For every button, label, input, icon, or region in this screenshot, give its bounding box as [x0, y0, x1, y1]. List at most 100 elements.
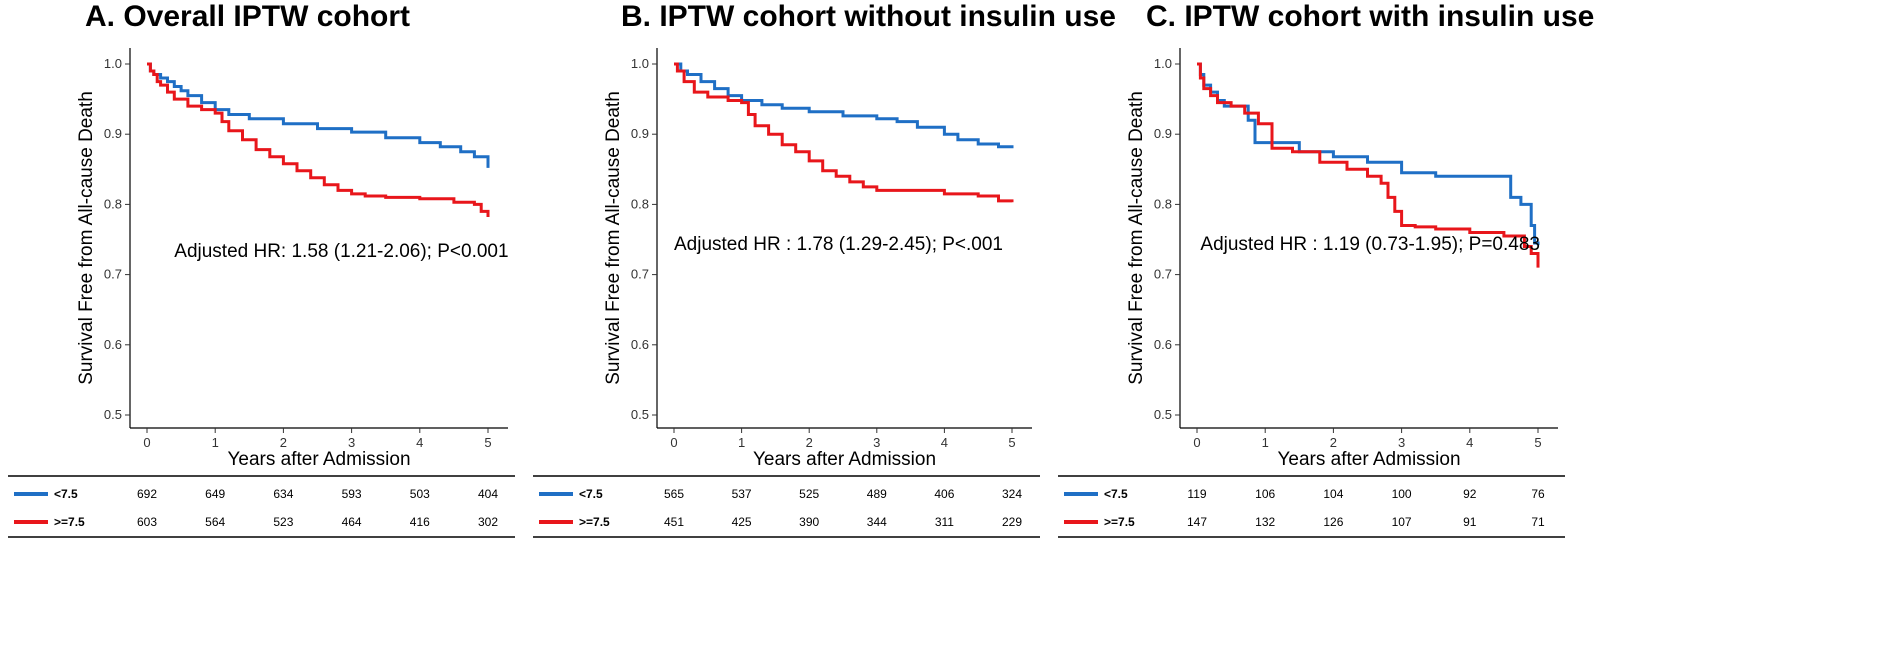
risk-count: 489: [867, 487, 887, 501]
risk-count: 525: [799, 487, 819, 501]
risk-count: 344: [867, 515, 887, 529]
risk-count: 404: [478, 487, 498, 501]
risk-count: 324: [1002, 487, 1022, 501]
y-tick-label: 0.8: [631, 196, 649, 211]
y-tick-label: 1.0: [1154, 56, 1172, 71]
x-tick-label: 3: [348, 435, 355, 450]
risk-count: 425: [732, 515, 752, 529]
x-axis-title: Years after Admission: [753, 449, 936, 470]
y-tick-label: 0.9: [104, 126, 122, 141]
y-tick-label: 0.8: [104, 196, 122, 211]
risk-count: 634: [273, 487, 293, 501]
x-tick-label: 1: [1262, 435, 1269, 450]
risk-count: 119: [1187, 487, 1206, 501]
series-line-lt-7-5: [674, 62, 1014, 149]
y-tick-label: 0.6: [1154, 337, 1172, 352]
x-tick-label: 5: [484, 435, 491, 450]
x-tick-label: 0: [1193, 435, 1200, 450]
risk-count: 126: [1323, 515, 1343, 529]
risk-count: 302: [478, 515, 498, 529]
risk-row-label: >=7.5: [54, 515, 85, 529]
y-tick-label: 0.5: [1154, 407, 1172, 422]
risk-count: 565: [664, 487, 684, 501]
risk-count: 503: [410, 487, 430, 501]
x-tick-label: 5: [1008, 435, 1015, 450]
x-tick-label: 3: [873, 435, 880, 450]
risk-count: 451: [664, 515, 684, 529]
risk-count: 564: [205, 515, 225, 529]
risk-count: 132: [1255, 515, 1275, 529]
x-tick-label: 2: [280, 435, 287, 450]
risk-row-label: >=7.5: [579, 515, 610, 529]
x-axis-title: Years after Admission: [1277, 449, 1460, 470]
y-tick-label: 1.0: [104, 56, 122, 71]
y-tick-label: 1.0: [631, 56, 649, 71]
x-tick-label: 0: [143, 435, 150, 450]
hr-annotation: Adjusted HR: 1.58 (1.21-2.06); P<0.001: [174, 241, 508, 262]
x-tick-label: 4: [941, 435, 948, 450]
risk-count: 464: [342, 515, 362, 529]
risk-count: 537: [732, 487, 752, 501]
y-tick-label: 0.7: [104, 267, 122, 282]
risk-row-label: <7.5: [54, 487, 78, 501]
risk-count: 107: [1392, 515, 1412, 529]
x-tick-label: 1: [738, 435, 745, 450]
risk-row-label: <7.5: [1104, 487, 1128, 501]
series-line-lt-7-5: [1197, 62, 1540, 246]
y-tick-label: 0.7: [631, 267, 649, 282]
risk-row-label: >=7.5: [1104, 515, 1135, 529]
x-axis-title: Years after Admission: [227, 449, 410, 470]
risk-count: 71: [1531, 515, 1545, 529]
x-tick-label: 1: [212, 435, 219, 450]
x-tick-label: 3: [1398, 435, 1405, 450]
series-line-ge-7-5: [147, 62, 490, 217]
x-tick-label: 4: [1466, 435, 1473, 450]
panel-title: C. IPTW cohort with insulin use: [1146, 0, 1595, 33]
y-tick-label: 0.9: [1154, 126, 1172, 141]
series-line-lt-7-5: [147, 62, 490, 168]
km-plot-panel-a: 0.5 0.6 0.7 0.8 0.9 1.0 0 1 2 3 4 5 Years after Admi…: [8, 48, 515, 538]
x-tick-label: 4: [416, 435, 423, 450]
panel-b: B. IPTW cohort without insulin use 0.5 0.…: [525, 0, 1116, 653]
risk-count: 390: [799, 515, 819, 529]
km-plot-panel-b: 0.5 0.6 0.7 0.8 0.9 1.0 0 1 2 3 4 5 Years after Admi…: [533, 48, 1040, 538]
y-tick-label: 0.6: [631, 337, 649, 352]
risk-count: 106: [1255, 487, 1275, 501]
risk-count: 311: [935, 515, 954, 529]
risk-count: 406: [934, 487, 954, 501]
panel-title: A. Overall IPTW cohort: [85, 0, 411, 33]
hr-annotation: Adjusted HR : 1.19 (0.73-1.95); P=0.483: [1200, 234, 1540, 255]
risk-count: 91: [1463, 515, 1477, 529]
risk-count: 692: [137, 487, 157, 501]
risk-count: 416: [410, 515, 430, 529]
panel-c: C. IPTW cohort with insulin use 0.5 0.6 0.…: [1050, 0, 1594, 653]
series-line-ge-7-5: [674, 62, 1014, 203]
x-tick-label: 2: [1330, 435, 1337, 450]
panel-title: B. IPTW cohort without insulin use: [621, 0, 1116, 33]
y-tick-label: 0.6: [104, 337, 122, 352]
risk-count: 104: [1323, 487, 1343, 501]
panel-a: A. Overall IPTW cohort 0.5 0.6 0.7 0.8 0.9 1.…: [0, 0, 520, 653]
risk-count: 92: [1463, 487, 1477, 501]
risk-count: 76: [1531, 487, 1545, 501]
risk-row-label: <7.5: [579, 487, 603, 501]
x-tick-label: 5: [1534, 435, 1541, 450]
y-tick-label: 0.5: [104, 407, 122, 422]
km-plot-panel-c: 0.5 0.6 0.7 0.8 0.9 1.0 0 1 2 3 4 5 Years after Admi…: [1058, 48, 1565, 538]
hr-annotation: Adjusted HR : 1.78 (1.29-2.45); P<.001: [674, 234, 1003, 255]
y-tick-label: 0.9: [631, 126, 649, 141]
risk-count: 523: [273, 515, 293, 529]
risk-count: 603: [137, 515, 157, 529]
risk-count: 147: [1187, 515, 1207, 529]
risk-count: 100: [1392, 487, 1412, 501]
risk-count: 229: [1002, 515, 1022, 529]
y-tick-label: 0.7: [1154, 267, 1172, 282]
x-tick-label: 0: [670, 435, 677, 450]
y-tick-label: 0.8: [1154, 196, 1172, 211]
y-axis-title: Survival Free from All-cause Death: [603, 91, 624, 385]
y-axis-title: Survival Free from All-cause Death: [76, 91, 97, 385]
risk-count: 593: [342, 487, 362, 501]
risk-count: 649: [205, 487, 225, 501]
y-axis-title: Survival Free from All-cause Death: [1126, 91, 1147, 385]
y-tick-label: 0.5: [631, 407, 649, 422]
